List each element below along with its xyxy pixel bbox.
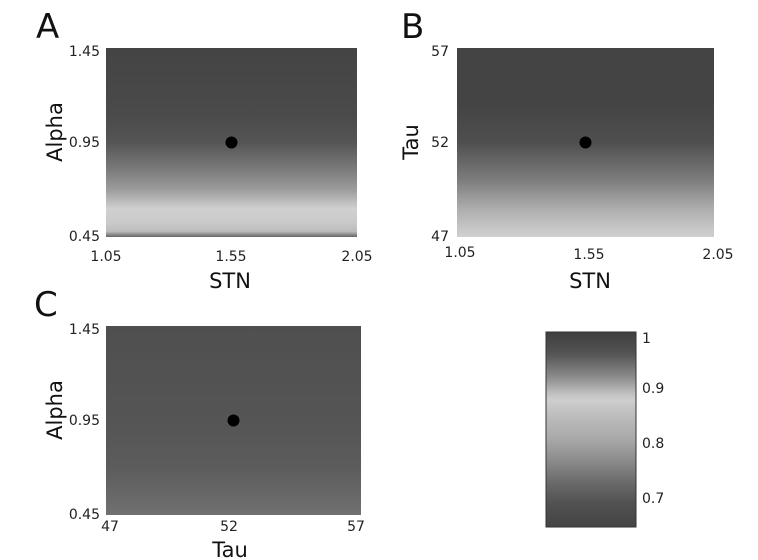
x-tick-a-mid: 1.55 (215, 249, 246, 265)
panel-b: B 57 52 47 1.05 1.55 2.05 STN Tau (399, 7, 734, 293)
x-tick-a-right: 2.05 (341, 249, 372, 265)
marker-point-b (579, 136, 592, 149)
x-tick-c-left: 47 (101, 519, 119, 535)
y-tick-a-top: 1.45 (69, 44, 100, 60)
x-tick-a-left: 1.05 (90, 249, 121, 265)
y-axis-label-b: Tau (399, 124, 423, 161)
y-tick-b-mid: 52 (431, 135, 449, 151)
panel-a: A 1.45 0.95 0.45 1.05 1.55 2.05 STN Alph… (36, 7, 373, 293)
y-tick-a-mid: 0.95 (69, 135, 100, 151)
marker-point-a (225, 136, 238, 149)
colorbar-gradient (545, 331, 637, 528)
x-axis-label-b: STN (569, 269, 611, 293)
y-tick-c-bottom: 0.45 (69, 507, 100, 523)
y-axis-label-a: Alpha (43, 102, 67, 162)
x-axis-label-c: Tau (211, 538, 248, 560)
x-tick-b-mid: 1.55 (573, 247, 604, 263)
y-tick-a-bottom: 0.45 (69, 229, 100, 245)
y-tick-c-top: 1.45 (69, 322, 100, 338)
x-tick-b-right: 2.05 (702, 247, 733, 263)
panel-letter-a: A (36, 7, 59, 47)
panel-letter-c: C (34, 285, 58, 325)
y-tick-c-mid: 0.95 (69, 413, 100, 429)
colorbar-tick-0-9: 0.9 (642, 381, 664, 397)
x-axis-label-a: STN (209, 269, 251, 293)
colorbar: 1 0.9 0.8 0.7 (545, 331, 664, 528)
y-tick-b-top: 57 (431, 44, 449, 60)
colorbar-tick-0-8: 0.8 (642, 436, 664, 452)
panel-c: C 1.45 0.95 0.45 47 52 57 Tau Alpha (34, 285, 365, 560)
x-tick-c-mid: 52 (220, 519, 238, 535)
colorbar-tick-1: 1 (642, 331, 651, 347)
x-tick-c-right: 57 (347, 519, 365, 535)
x-tick-b-left: 1.05 (444, 245, 475, 261)
panel-letter-b: B (401, 7, 424, 47)
colorbar-tick-0-7: 0.7 (642, 491, 664, 507)
y-tick-b-bottom: 47 (431, 229, 449, 245)
marker-point-c (227, 414, 240, 427)
y-axis-label-c: Alpha (43, 380, 67, 440)
